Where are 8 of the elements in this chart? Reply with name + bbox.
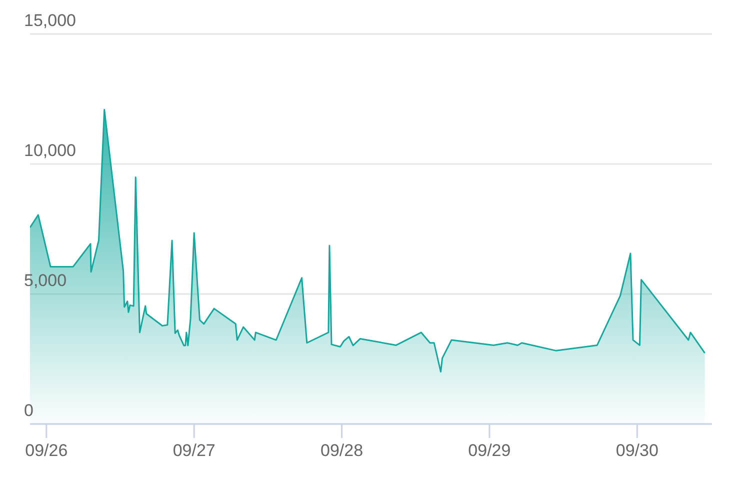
y-tick-label: 15,000 (24, 11, 76, 30)
x-tick-label: 09/26 (25, 441, 68, 460)
x-tick-label: 09/29 (468, 441, 511, 460)
x-tick-label: 09/30 (616, 441, 658, 460)
y-tick-label: 10,000 (24, 141, 76, 160)
x-tick-label: 09/28 (320, 441, 364, 460)
y-tick-label: 0 (24, 401, 34, 420)
x-tick-label: 09/27 (172, 441, 216, 460)
